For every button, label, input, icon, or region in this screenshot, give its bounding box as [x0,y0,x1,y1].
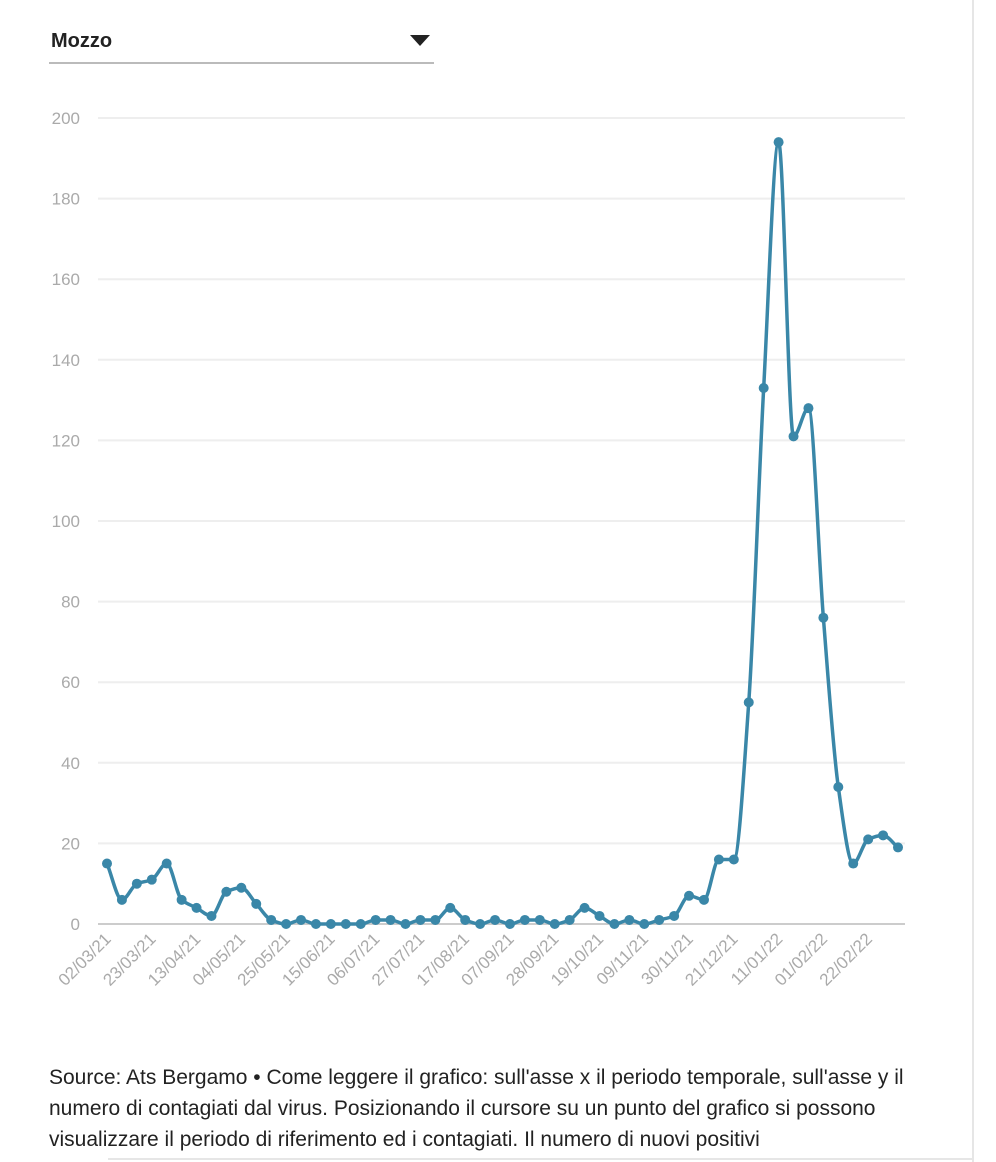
data-point [833,781,844,792]
data-point [236,882,247,893]
divider [972,0,974,1162]
data-point [848,858,859,869]
source-note: Source: Ats Bergamo • Come leggere il gr… [49,1066,904,1151]
y-tick-label: 80 [61,593,80,612]
data-point [579,902,590,913]
dropdown-label: Mozzo [51,30,113,52]
data-point [773,137,784,148]
data-point [564,914,575,925]
y-tick-label: 40 [61,754,80,773]
data-point [504,919,515,929]
y-tick-label: 20 [61,834,80,853]
data-line [105,140,900,926]
data-point [788,431,799,442]
data-point [609,919,620,929]
data-point [415,914,426,925]
data-point [758,383,769,394]
data-point [654,914,665,925]
data-point [713,854,724,865]
data-point [102,858,112,869]
y-tick-label: 200 [52,109,80,128]
data-point [519,914,530,925]
y-tick-label: 100 [52,512,80,531]
data-point [534,914,545,925]
data-point [594,910,605,921]
data-point [281,919,292,929]
data-point [728,854,739,865]
data-point [878,830,889,841]
data-point [296,914,307,925]
data-point [818,612,829,623]
data-point [161,858,172,869]
data-point [743,697,754,708]
dropdown-arrow [410,35,430,46]
data-point [460,914,471,925]
data-point [370,914,381,925]
data-point [893,842,903,853]
y-tick-label: 60 [61,673,80,692]
data-point [475,919,486,929]
data-point [310,919,321,929]
dropdown[interactable]: Mozzo [49,22,434,64]
data-point [863,834,874,845]
data-point [340,919,351,929]
data-point [206,910,217,921]
y-tick-label: 180 [52,190,80,209]
y-tick-label: 160 [52,270,80,289]
data-point [266,914,277,925]
data-point [684,890,695,901]
chart: 02040608010012014016018020002/03/2123/03… [52,109,905,990]
data-point [430,914,441,925]
divider [108,1158,972,1160]
data-point [624,914,635,925]
data-point [549,919,560,929]
y-tick-label: 0 [71,915,80,934]
data-point [146,874,157,885]
data-point [116,894,127,905]
y-tick-label: 120 [52,431,80,450]
data-point [385,914,396,925]
data-point [251,898,262,909]
data-point [221,886,232,897]
data-point [639,919,650,929]
data-point [400,919,411,929]
data-point [698,894,709,905]
data-point [325,919,336,929]
data-point [445,902,456,913]
data-point [176,894,187,905]
data-point [803,403,814,414]
data-point [355,919,366,929]
data-point [669,910,680,921]
data-point [191,902,202,913]
data-point [131,878,142,889]
data-point [490,914,501,925]
y-tick-label: 140 [52,351,80,370]
